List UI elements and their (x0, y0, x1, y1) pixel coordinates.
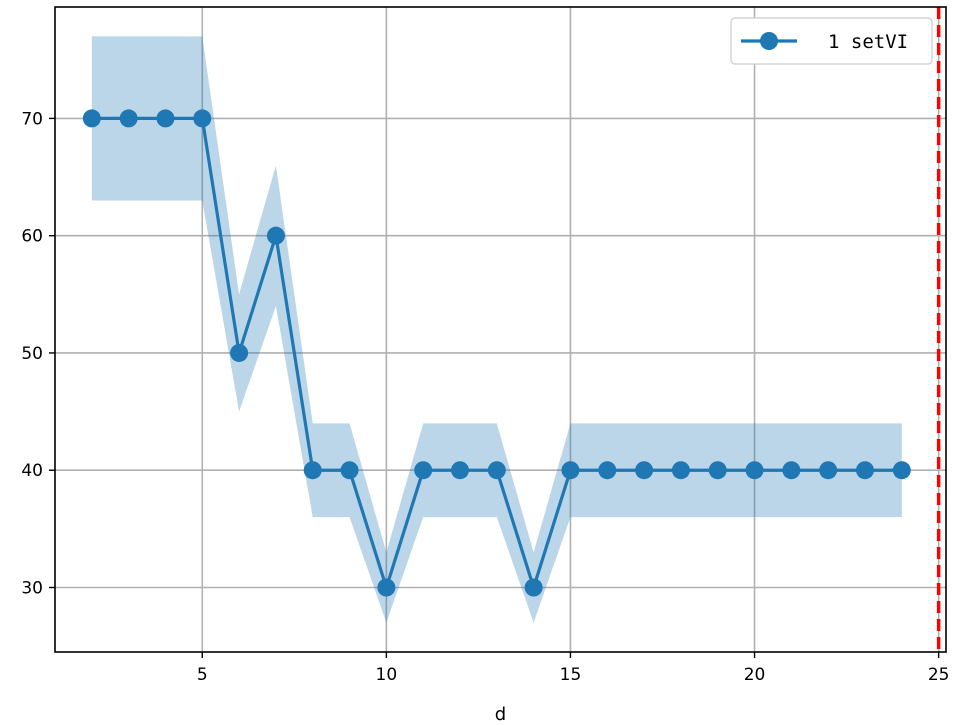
data-point (524, 578, 543, 597)
confidence-band (91, 36, 902, 623)
data-point (266, 226, 285, 245)
y-tick-label: 70 (21, 109, 43, 129)
x-tick-label: 10 (376, 665, 398, 685)
y-tick-label: 50 (21, 344, 43, 364)
legend-series-marker (760, 32, 778, 50)
data-point (487, 461, 506, 480)
data-point (414, 461, 433, 480)
x-tick-label: 25 (928, 665, 950, 685)
data-point (856, 461, 874, 480)
y-tick-label: 30 (21, 579, 43, 599)
data-point (708, 461, 727, 480)
data-point (340, 461, 359, 480)
confidence-band-layer (91, 36, 902, 623)
data-point (156, 109, 175, 128)
data-point (782, 461, 801, 480)
data-point (819, 461, 838, 480)
data-point-layer (82, 109, 911, 597)
data-point (193, 109, 212, 128)
y-tick-label: 60 (21, 227, 43, 247)
axis-ticks: 5 10 15 20 25 30 40 50 60 70 (21, 109, 949, 685)
data-point (561, 461, 580, 480)
data-point (230, 343, 249, 362)
data-point (451, 461, 469, 480)
plot-frame (54, 6, 947, 653)
data-point (892, 461, 911, 480)
data-point (119, 109, 138, 128)
legend: 1 setVI (730, 17, 933, 65)
data-point (671, 461, 690, 480)
x-tick-label: 5 (197, 665, 208, 685)
data-point (745, 461, 764, 480)
y-tick-label: 40 (21, 461, 43, 481)
data-point (377, 578, 396, 597)
x-axis-label: d (495, 704, 506, 725)
x-tick-label: 20 (744, 665, 766, 685)
x-tick-label: 15 (560, 665, 582, 685)
legend-box (730, 17, 933, 65)
legend-series-label: 1 setVI (828, 31, 908, 53)
data-point (635, 461, 654, 480)
data-point (598, 461, 617, 480)
data-point (303, 461, 322, 480)
data-point (82, 109, 101, 128)
